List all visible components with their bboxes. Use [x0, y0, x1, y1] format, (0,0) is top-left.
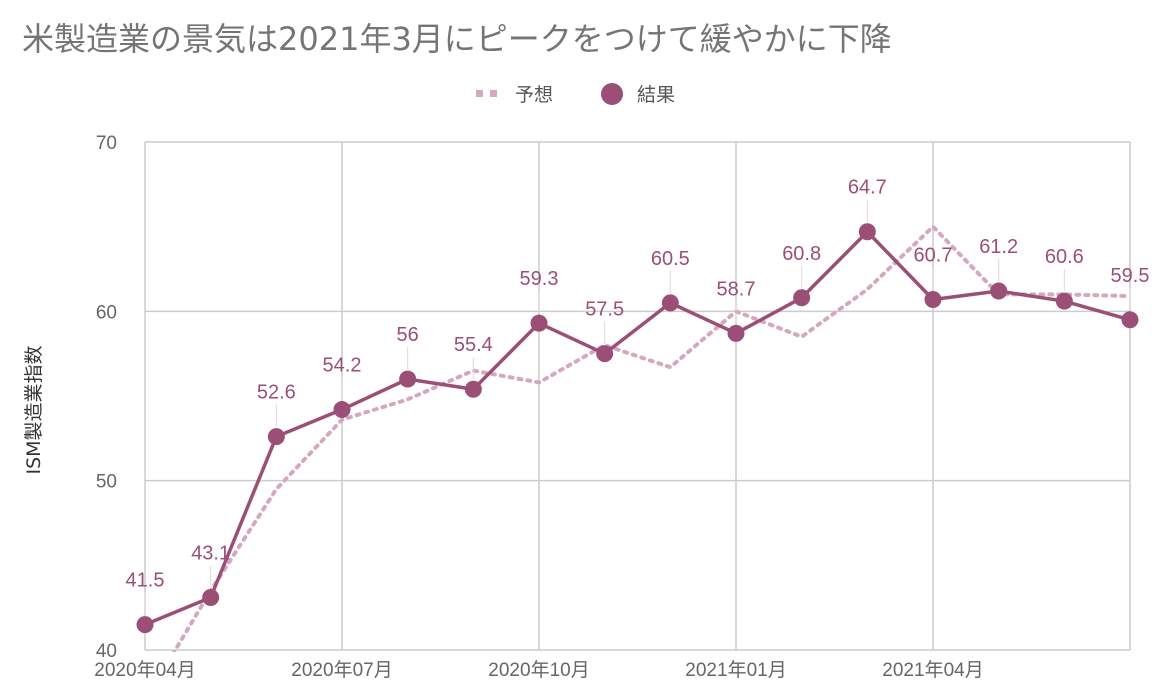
y-tick-label-50: 50	[96, 472, 117, 493]
x-tick-label: 2020年04月	[94, 659, 195, 681]
tick-layer: 40 50 60 70 2020年04月 2020年07月 2020年10月 2021年01月…	[94, 133, 983, 681]
data-point	[464, 380, 482, 398]
data-label: 60.8	[782, 243, 821, 265]
data-point	[1055, 292, 1073, 310]
x-tick-label: 2021年04月	[882, 659, 983, 681]
data-label: 58.7	[717, 278, 756, 300]
data-label: 57.5	[585, 299, 624, 321]
data-label: 56	[397, 324, 419, 346]
x-tick-label: 2020年07月	[291, 659, 392, 681]
forecast-line	[171, 223, 1132, 652]
data-point	[333, 401, 351, 419]
data-label: 52.6	[257, 382, 296, 404]
legend-actual-label: 結果	[637, 84, 675, 106]
data-point	[596, 345, 614, 363]
legend-actual-marker	[601, 83, 623, 105]
data-point	[267, 428, 285, 446]
data-label: 41.5	[126, 570, 165, 592]
chart-title: 米製造業の景気は2021年3月にピークをつけて緩やかに下降	[22, 20, 892, 58]
y-axis-title: ISM製造業指数	[23, 345, 45, 474]
data-label: 59.5	[1111, 265, 1150, 287]
y-tick-label-60: 60	[96, 302, 117, 323]
data-point	[202, 589, 220, 607]
data-label: 64.7	[848, 177, 887, 199]
data-label: 61.2	[979, 236, 1018, 258]
data-label: 60.7	[914, 244, 953, 266]
data-label: 55.4	[454, 334, 493, 356]
actual-line	[144, 229, 1131, 627]
data-point	[136, 616, 154, 634]
data-point	[924, 290, 942, 308]
legend-forecast-marker	[476, 90, 483, 97]
x-tick-label: 2020年10月	[488, 659, 589, 681]
data-point	[793, 289, 811, 307]
data-label: 59.3	[520, 268, 559, 290]
data-point	[727, 324, 745, 342]
legend-forecast-marker	[490, 90, 497, 97]
y-tick-label-40: 40	[96, 641, 117, 662]
data-label: 54.2	[323, 355, 362, 377]
data-point	[399, 370, 417, 388]
data-point	[661, 294, 679, 312]
data-label: 43.1	[191, 543, 230, 565]
data-point	[858, 223, 876, 241]
data-labels: 41.5 43.1 52.6 54.2 56 55.4 59.3 57.5 60.5 58.7 60…	[126, 177, 1150, 615]
y-tick-label-70: 70	[96, 133, 117, 154]
actual-series	[136, 223, 1139, 634]
legend: 予想 結果	[476, 83, 675, 106]
data-label: 60.5	[651, 248, 690, 270]
data-label: 60.6	[1045, 246, 1084, 268]
x-tick-label: 2021年01月	[685, 659, 786, 681]
legend-forecast-label: 予想	[515, 84, 553, 106]
data-point	[530, 314, 548, 332]
data-point	[1121, 311, 1139, 329]
forecast-series	[171, 223, 1132, 652]
data-point	[990, 282, 1008, 300]
